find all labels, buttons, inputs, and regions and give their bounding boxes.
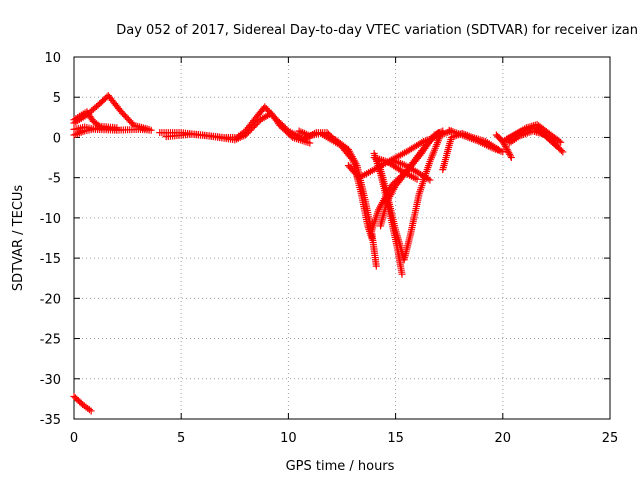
y-tick-label: -25	[40, 333, 61, 348]
data-point	[396, 166, 404, 174]
data-point	[242, 131, 250, 139]
y-tick-label: 5	[53, 91, 61, 106]
data-points	[70, 92, 567, 415]
y-tick-label: -5	[48, 172, 61, 187]
y-tick-label: -20	[40, 292, 61, 307]
data-point	[555, 137, 563, 145]
data-point	[418, 139, 426, 147]
data-point	[306, 139, 314, 147]
y-tick-label: -15	[40, 252, 61, 267]
data-point	[499, 148, 507, 156]
data-point	[507, 154, 515, 162]
x-axis-label: GPS time / hours	[286, 459, 395, 474]
data-point	[551, 140, 559, 148]
data-point	[245, 128, 253, 136]
chart-title: Day 052 of 2017, Sidereal Day-to-day VTE…	[116, 23, 638, 38]
x-tick-label: 20	[495, 431, 512, 446]
y-axis-label: SDTVAR / TECUs	[11, 185, 26, 292]
data-point	[248, 125, 256, 133]
y-tick-label: -10	[40, 212, 61, 227]
data-point	[557, 138, 565, 146]
y-tick-label: -30	[40, 373, 61, 388]
data-point	[505, 149, 513, 157]
axes	[73, 56, 611, 420]
data-point	[347, 154, 355, 162]
data-point	[251, 122, 259, 130]
plot-frame	[73, 56, 611, 420]
y-tick-label: -35	[40, 413, 61, 428]
data-point	[87, 407, 95, 415]
y-tick-labels: 10 5 0 -5 -10 -15 -20 -25 -30 -35	[40, 51, 61, 428]
data-point	[559, 148, 567, 156]
data-point	[503, 146, 511, 154]
grid	[74, 57, 610, 419]
x-tick-label: 0	[70, 431, 78, 446]
data-point	[372, 262, 380, 270]
data-point	[426, 176, 434, 184]
data-point	[552, 141, 560, 149]
data-point	[557, 147, 565, 155]
data-point	[249, 123, 257, 131]
data-point	[246, 126, 254, 134]
x-tick-label: 10	[280, 431, 297, 446]
data-point	[368, 235, 376, 243]
x-tick-label: 25	[602, 431, 619, 446]
data-point	[145, 125, 153, 133]
data-point	[506, 150, 514, 158]
data-point	[504, 147, 512, 155]
x-tick-label: 15	[387, 431, 404, 446]
data-point	[113, 125, 121, 133]
data-point	[85, 406, 93, 414]
y-tick-label: 0	[53, 131, 61, 146]
y-tick-label: 10	[44, 51, 61, 66]
data-point	[398, 270, 406, 278]
data-point	[252, 120, 260, 128]
data-point	[434, 132, 442, 140]
data-point	[413, 175, 421, 183]
data-point	[501, 142, 509, 150]
data-point	[507, 152, 515, 160]
x-tick-label: 5	[177, 431, 185, 446]
data-point	[254, 119, 262, 127]
x-tick-labels: 0 5 10 15 20 25	[70, 431, 618, 446]
data-point	[439, 127, 447, 135]
data-point	[243, 130, 251, 138]
data-point	[502, 144, 510, 152]
